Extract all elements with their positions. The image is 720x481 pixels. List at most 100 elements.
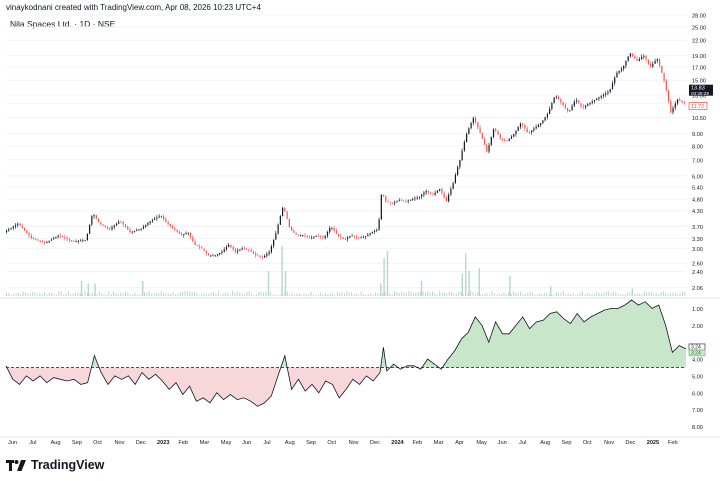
candle-body [55, 236, 57, 239]
candle-body [75, 241, 77, 242]
candle-body [674, 103, 676, 108]
candle-body [194, 241, 196, 246]
candle-body [131, 231, 133, 233]
volume-bar [58, 291, 60, 296]
volume-bar [65, 293, 67, 296]
candle-body [593, 100, 596, 102]
candle-body [441, 189, 443, 194]
candle-body [93, 215, 95, 217]
volume-bar [239, 292, 241, 296]
volume-bar [360, 291, 362, 296]
volume-bar [429, 292, 431, 296]
candle-body [216, 254, 219, 256]
last-price-countdown: 03:36:29 [691, 91, 709, 96]
volume-bar [232, 291, 234, 296]
candle-body [353, 235, 356, 237]
volume-bar [110, 294, 112, 296]
candle-body [551, 103, 553, 110]
volume-bar [672, 292, 674, 296]
volume-bar [505, 294, 507, 296]
volume-bar [46, 294, 48, 296]
candle-body [118, 221, 120, 224]
candle-body [59, 235, 62, 237]
indicator-tick-label: 6.00 [692, 391, 703, 397]
volume-bar [410, 291, 412, 296]
candle-body [266, 253, 268, 256]
volume-bar [177, 293, 179, 296]
candle-body [340, 236, 342, 238]
volume-bar [629, 292, 631, 296]
candle-body [261, 256, 264, 258]
time-tick-label: Jun [242, 440, 251, 446]
candle-body [634, 56, 636, 59]
volume-bar [129, 294, 131, 296]
candle-body [12, 226, 14, 228]
attribution-text: vinaykodnani created with TradingView.co… [6, 3, 261, 12]
volume-bar [498, 293, 500, 296]
volume-bar [598, 293, 600, 296]
candle-body [614, 77, 616, 84]
candle-body [412, 199, 414, 200]
volume-bar [20, 294, 22, 296]
candle-body [6, 230, 8, 233]
candle-body [618, 70, 620, 73]
volume-bar [389, 293, 391, 296]
candle-body [470, 122, 472, 129]
volume-bar [103, 293, 105, 296]
candle-body [369, 233, 371, 235]
candle-body [650, 63, 652, 67]
candle-body [174, 227, 176, 230]
volume-bar [472, 292, 474, 296]
candle-body [468, 128, 470, 135]
volume-bar [539, 293, 541, 296]
time-tick-label: Mar [434, 440, 444, 446]
volume-bar [236, 291, 238, 296]
volume-spike [383, 258, 385, 296]
volume-bar [160, 291, 162, 296]
volume-bar [270, 291, 272, 296]
price-tick-label: 3.00 [692, 247, 703, 253]
candle-body [185, 233, 187, 234]
indicator-line [5, 299, 687, 407]
volume-bar [377, 293, 379, 296]
candle-body [41, 241, 44, 243]
time-tick-label: Sep [562, 440, 572, 446]
candle-body [14, 225, 17, 227]
volume-bar [353, 293, 355, 296]
candle-body [391, 203, 394, 204]
candle-body [434, 192, 436, 195]
candle-body [95, 215, 97, 219]
candle-body [661, 65, 663, 73]
candle-body [629, 53, 632, 57]
volume-bar [355, 293, 357, 296]
candle-body [659, 58, 661, 66]
volume-bar [41, 294, 43, 296]
volume-bar [134, 293, 136, 296]
volume-bar [113, 291, 115, 296]
volume-bar [415, 293, 417, 296]
volume-bar [120, 292, 122, 296]
volume-bar [101, 293, 103, 296]
volume-bar [44, 292, 46, 296]
volume-bar [470, 291, 472, 296]
volume-bar [329, 293, 331, 296]
candle-body [183, 233, 185, 236]
volume-bar [453, 292, 455, 296]
volume-bar [593, 294, 595, 296]
candle-body [620, 68, 623, 71]
volume-bar [439, 291, 441, 296]
volume-bar [72, 293, 74, 296]
volume-bar [522, 294, 524, 296]
indicator-value: 3.24 [691, 344, 701, 350]
candle-body [203, 248, 205, 251]
volume-spike [94, 283, 96, 296]
volume-bar [348, 292, 350, 296]
volume-bar [486, 293, 488, 296]
volume-bar [96, 294, 98, 296]
time-tick-label: Oct [327, 440, 336, 446]
volume-bar [70, 294, 72, 296]
volume-bar [677, 294, 679, 296]
volume-bar [551, 294, 553, 296]
volume-bar [148, 291, 150, 296]
time-tick-label: Dec [370, 440, 380, 446]
